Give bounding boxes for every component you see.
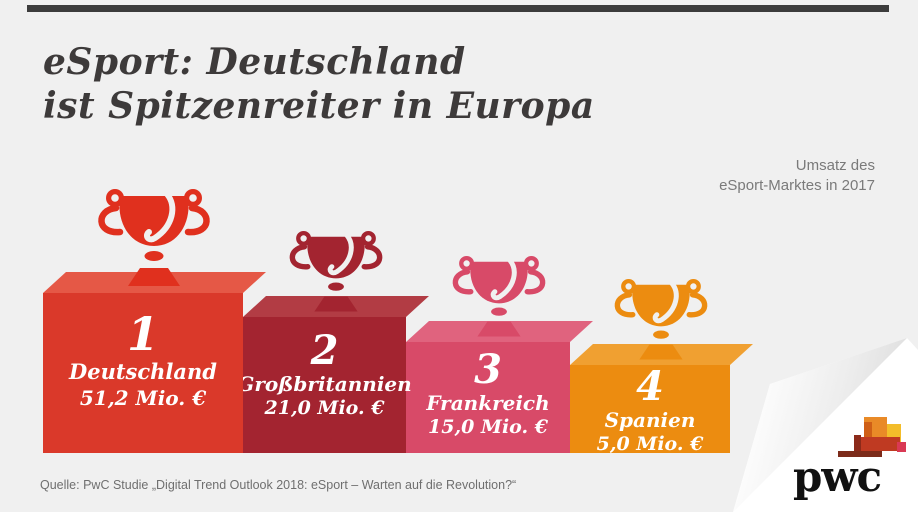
- podium-label: 4 Spanien 5,0 Mio. €: [556, 365, 744, 456]
- subtitle-line-1: Umsatz des: [795, 157, 875, 174]
- source-note: Quelle: PwC Studie „Digital Trend Outloo…: [40, 478, 517, 492]
- pwc-logo: pwc: [793, 415, 911, 505]
- podium-grossbritannien: 2 Großbritannien 21,0 Mio. €: [237, 230, 406, 453]
- trophy-icon: [282, 230, 390, 320]
- country-name: Spanien: [604, 408, 696, 432]
- podium-spanien: 4 Spanien 5,0 Mio. €: [570, 278, 730, 455]
- trophy-icon: [607, 278, 715, 368]
- rank-number: 3: [474, 346, 502, 393]
- rank-number: 4: [636, 363, 664, 410]
- title-line-2: ist Spitzenreiter in Europa: [43, 85, 595, 127]
- page-title: eSport: Deutschland ist Spitzenreiter in…: [43, 40, 595, 128]
- podium-front-face: [570, 365, 730, 453]
- podium-front-face: [43, 293, 243, 453]
- country-name: Frankreich: [426, 391, 550, 415]
- podium-frankreich: 3 Frankreich 15,0 Mio. €: [406, 255, 570, 453]
- podium-front-face: [406, 342, 570, 453]
- top-rule: [27, 5, 889, 12]
- revenue-value: 15,0 Mio. €: [428, 416, 548, 438]
- pwc-wordmark: pwc: [793, 452, 882, 501]
- country-name: Großbritannien: [237, 372, 412, 396]
- podium-deutschland: 1 Deutschland 51,2 Mio. €: [43, 189, 243, 453]
- title-line-1: eSport: Deutschland: [43, 41, 466, 83]
- trophy-icon: [445, 255, 553, 345]
- chart-subtitle: Umsatz des eSport-Marktes in 2017: [719, 156, 875, 196]
- country-name: Deutschland: [69, 359, 217, 384]
- podium-label: 2 Großbritannien 21,0 Mio. €: [229, 317, 420, 420]
- revenue-value: 51,2 Mio. €: [79, 386, 207, 410]
- subtitle-line-2: eSport-Marktes in 2017: [719, 177, 875, 194]
- podium-label: 3 Frankreich 15,0 Mio. €: [392, 342, 584, 439]
- pwc-logo-mark-icon: [838, 415, 908, 459]
- podium-label: 1 Deutschland 51,2 Mio. €: [29, 293, 257, 411]
- revenue-value: 21,0 Mio. €: [264, 397, 385, 419]
- rank-number: 1: [126, 307, 159, 361]
- revenue-value: 5,0 Mio. €: [596, 433, 704, 455]
- trophy-icon: [89, 188, 219, 296]
- rank-number: 2: [310, 327, 339, 374]
- podium-front-face: [243, 317, 406, 453]
